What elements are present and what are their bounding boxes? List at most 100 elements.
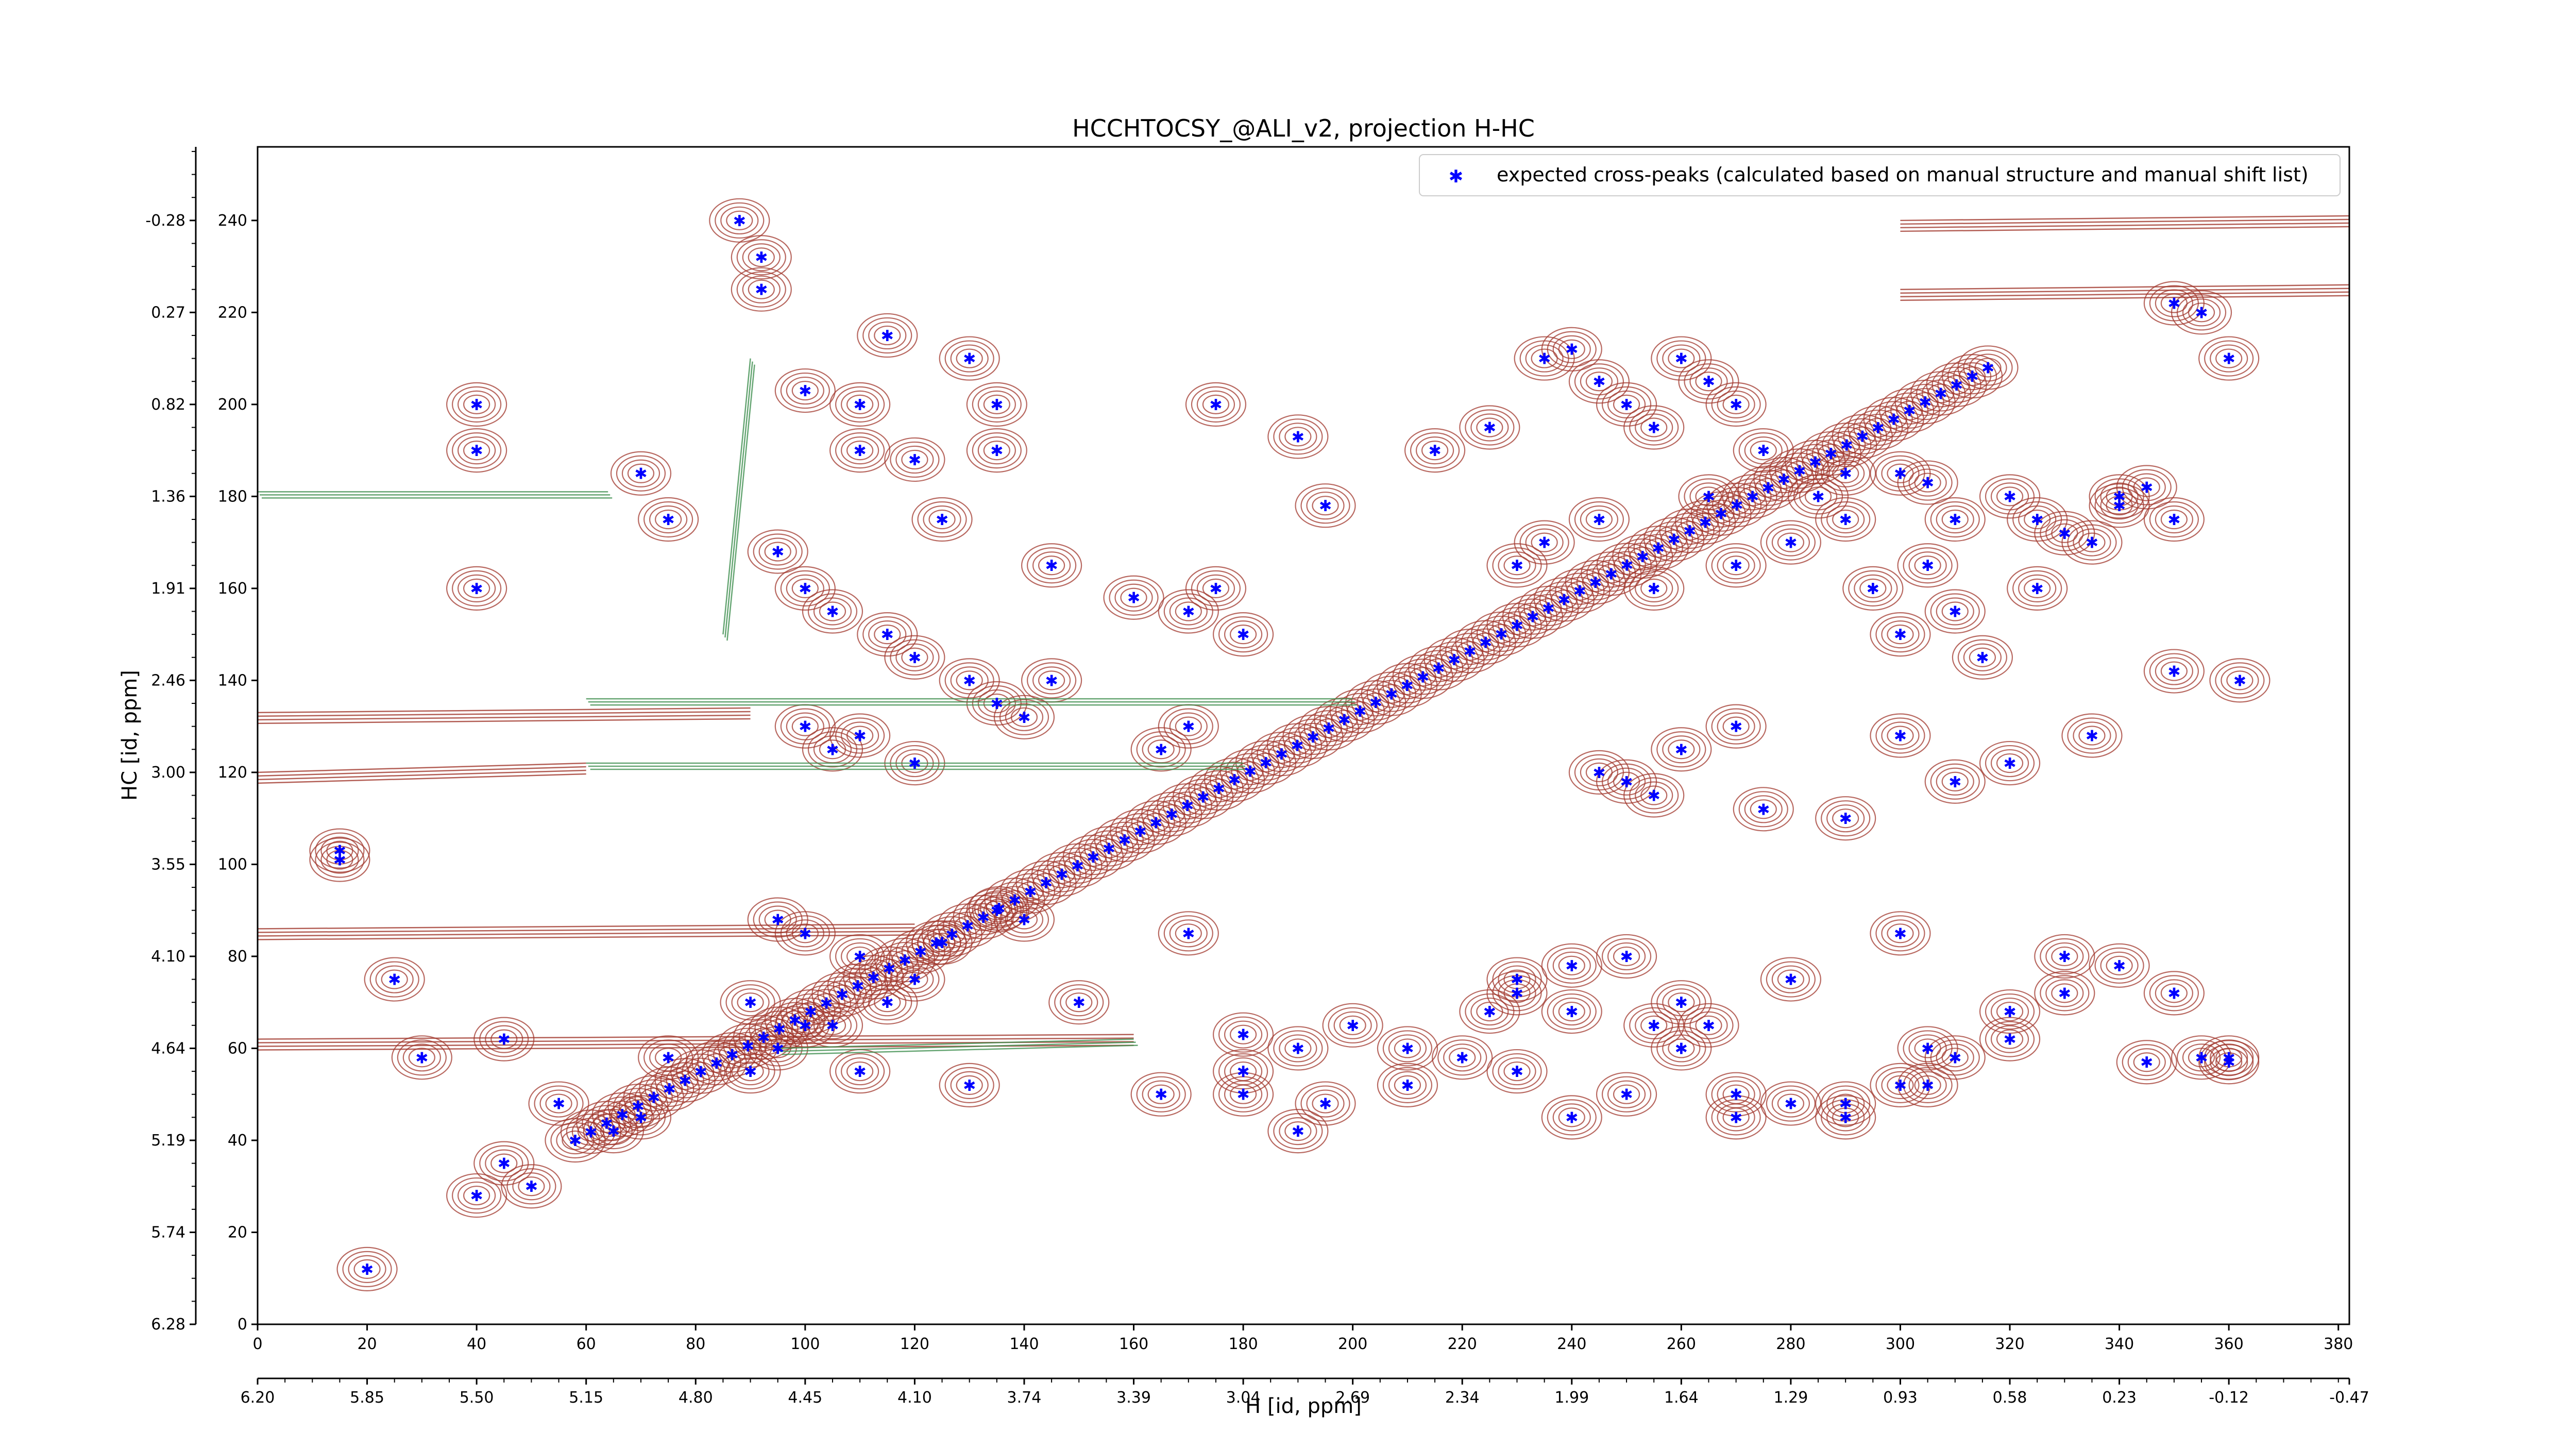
cross-peak-marker: ✱: [1275, 746, 1288, 764]
contour-ring: [1574, 363, 1624, 400]
legend-label: expected cross-peaks (calculated based o…: [1497, 163, 2309, 186]
y-axis-ppm-ticks: 6.28 5.74 5.19 4.64 4.10 3.55 3.00 2.46 1.91 1.36…: [145, 147, 197, 1334]
contour-ring: [1750, 799, 1777, 819]
cross-peak-marker: ✱: [2003, 488, 2016, 506]
contour-ring: [2188, 1048, 2215, 1068]
contour-ring: [774, 368, 836, 413]
contour-ring: [1541, 989, 1602, 1034]
contour-ring: [1908, 551, 1947, 580]
cross-peak-marker: ✱: [977, 909, 990, 927]
contour-ring: [1130, 1072, 1192, 1117]
cross-peak-marker: ✱: [963, 350, 976, 368]
contour-ring: [2067, 717, 2117, 754]
contour-ring: [1202, 394, 1230, 414]
x-index-tick-label: 200: [1338, 1335, 1367, 1353]
contour-ring: [1722, 394, 1750, 414]
contour-ring: [1766, 961, 1816, 998]
contour-ring: [1629, 409, 1679, 446]
contour-ring: [1930, 593, 1980, 630]
x-ppm-tick-label: 1.29: [1774, 1389, 1808, 1407]
contour-ring: [1470, 413, 1509, 442]
contour-ring: [1613, 394, 1640, 414]
contour-ring: [726, 210, 753, 230]
contour-streak: [258, 1034, 1134, 1040]
cross-peak-marker: ✱: [1675, 741, 1688, 759]
cross-peak-marker: ✱: [1045, 672, 1058, 690]
cross-peak-marker: ✱: [1511, 617, 1523, 635]
y-ppm-tick-label: 6.28: [151, 1316, 185, 1334]
contour-ring: [1990, 749, 2029, 778]
contour-ring: [446, 1173, 507, 1218]
cross-peak-marker: ✱: [2167, 985, 2180, 1003]
contour-ring: [1635, 413, 1673, 442]
contour-streak: [258, 934, 915, 940]
contour-ring: [791, 578, 819, 598]
contour-ring: [819, 601, 846, 621]
contour-ring: [2160, 509, 2188, 530]
contour-ring: [1212, 1072, 1274, 1117]
contour-ring: [1777, 1093, 1805, 1114]
cross-peak-marker: ✱: [1369, 694, 1382, 712]
cross-peak-marker: ✱: [1839, 511, 1852, 529]
contour-ring: [463, 578, 490, 598]
cross-peak-marker: ✱: [1592, 373, 1605, 391]
contour-ring: [736, 271, 786, 308]
contour-ring: [1985, 993, 2035, 1030]
contour-ring: [1821, 501, 1871, 538]
contour-ring: [1465, 409, 1515, 446]
contour-ring: [1196, 390, 1235, 418]
contour-streak: [1900, 295, 2349, 301]
contour-ring: [1163, 915, 1213, 952]
contour-ring: [1705, 382, 1767, 427]
cross-peak-marker: ✱: [1155, 1086, 1167, 1104]
contour-ring: [315, 841, 365, 878]
contour-ring: [1979, 474, 2041, 519]
cross-peak-marker: ✱: [851, 978, 864, 996]
x-ppm-tick-label: 4.80: [679, 1389, 713, 1407]
contour-ring: [884, 635, 945, 680]
contour-ring: [473, 1141, 535, 1186]
contour-ring: [1552, 1103, 1591, 1132]
cross-peak-marker: ✱: [2031, 580, 2044, 598]
contour-ring: [2182, 298, 2221, 327]
contour-ring: [408, 1048, 435, 1068]
contour-ring: [1651, 727, 1712, 772]
x-index-tick-label: 80: [686, 1335, 705, 1353]
contour-ring: [1613, 1084, 1640, 1104]
contour-ring: [1558, 1001, 1585, 1022]
cross-peak-marker: ✱: [1921, 475, 1934, 493]
contour-ring: [1492, 975, 1542, 1012]
x-index-tick-label: 0: [252, 1335, 262, 1353]
contour-ring: [1985, 1021, 2035, 1057]
cross-peak-marker: ✱: [1565, 341, 1578, 359]
contour-ring: [1897, 460, 1958, 505]
cross-peak-marker: ✱: [1702, 373, 1715, 391]
cross-peak-marker: ✱: [2167, 511, 2180, 529]
contour-ring: [1930, 1039, 1980, 1076]
contour-ring: [791, 380, 819, 401]
contour-ring: [528, 1081, 589, 1126]
cross-peak-marker: ✱: [1702, 1017, 1715, 1035]
contour-ring: [2100, 951, 2139, 980]
x-index-tick-label: 340: [2105, 1335, 2134, 1353]
x-index-tick-label: 380: [2324, 1335, 2353, 1353]
legend-box: [1419, 154, 2341, 196]
contour-ring: [1771, 1089, 1810, 1118]
cross-peak-marker: ✱: [836, 986, 849, 1004]
cross-peak-marker: ✱: [1182, 718, 1195, 736]
contour-ring: [610, 451, 672, 496]
contour-ring: [1596, 382, 1657, 427]
contour-ring: [1815, 796, 1876, 841]
cross-peak-marker: ✱: [1526, 609, 1539, 627]
contour-ring: [874, 992, 901, 1013]
contour-ring: [2067, 524, 2117, 561]
contour-ring: [1678, 359, 1739, 404]
cross-peak-marker: ✱: [1620, 396, 1633, 414]
contour-ring: [1486, 1049, 1548, 1094]
contour-ring: [977, 436, 1016, 465]
contour-ring: [391, 1035, 452, 1080]
x-ppm-tick-label: 4.45: [788, 1389, 822, 1407]
cross-peak-marker: ✱: [1903, 402, 1916, 420]
contour-ring: [1766, 524, 1816, 561]
contour-ring: [753, 901, 803, 938]
